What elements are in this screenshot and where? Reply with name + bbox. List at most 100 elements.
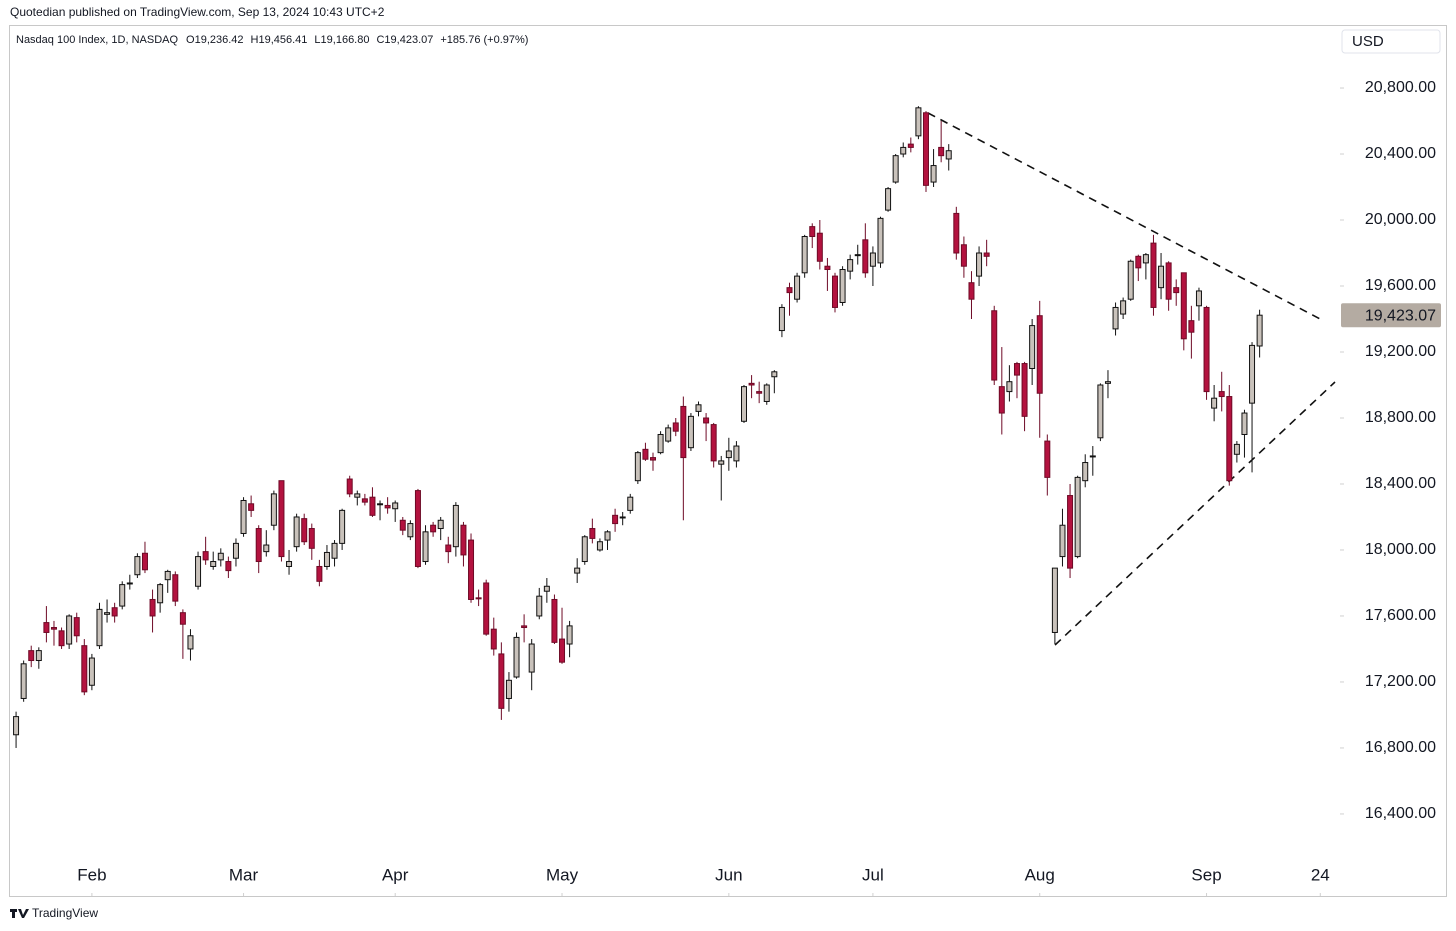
candle-body bbox=[528, 643, 535, 673]
x-tick-label: Aug bbox=[1025, 865, 1055, 884]
candle-body bbox=[619, 516, 626, 519]
candle-body bbox=[1256, 314, 1263, 347]
y-tick-label: 18,400.00 bbox=[1365, 475, 1436, 492]
chart-frame bbox=[9, 25, 1447, 897]
candle-body bbox=[672, 422, 679, 432]
candle-body bbox=[13, 716, 20, 736]
last-price-box bbox=[1341, 303, 1441, 328]
candle-body bbox=[521, 625, 528, 629]
y-tick-label: 20,400.00 bbox=[1365, 145, 1436, 162]
candle-body bbox=[414, 490, 421, 567]
candle-body bbox=[786, 287, 793, 294]
candle-body bbox=[225, 561, 232, 572]
candle-body bbox=[687, 415, 694, 449]
candle-body bbox=[104, 612, 111, 615]
candle-body bbox=[475, 597, 482, 600]
y-tick-label: 18,800.00 bbox=[1365, 409, 1436, 426]
candle-body bbox=[801, 236, 808, 274]
candle-body bbox=[968, 282, 975, 300]
y-tick-label: 19,600.00 bbox=[1365, 277, 1436, 294]
candle-body bbox=[316, 565, 323, 582]
candle-body bbox=[1226, 396, 1233, 482]
ohlc-value: O19,236.42 bbox=[186, 34, 244, 46]
ohlc-value: H19,456.41 bbox=[251, 34, 308, 46]
candle-body bbox=[596, 541, 603, 551]
candle-body bbox=[361, 498, 368, 503]
candle-body bbox=[240, 499, 247, 534]
candle-body bbox=[255, 528, 262, 563]
candle-body bbox=[248, 503, 255, 511]
candle-body bbox=[1135, 255, 1142, 269]
candle-body bbox=[703, 417, 710, 424]
candle-body bbox=[854, 254, 861, 257]
candle-body bbox=[111, 607, 118, 617]
candle-body bbox=[1195, 290, 1202, 307]
candle-body bbox=[725, 450, 732, 459]
candle-body bbox=[430, 524, 437, 533]
candle-body bbox=[445, 544, 452, 553]
candle-body bbox=[1241, 412, 1248, 435]
candle-body bbox=[286, 561, 293, 567]
candle-body bbox=[574, 567, 581, 574]
candle-body bbox=[369, 496, 376, 516]
candle-body bbox=[953, 212, 960, 254]
candle-body bbox=[983, 252, 990, 257]
candle-body bbox=[1203, 306, 1210, 393]
ohlc-value: L19,166.80 bbox=[314, 34, 369, 46]
footer-logo: TradingView bbox=[10, 906, 98, 920]
candle-body bbox=[157, 584, 164, 604]
candle-body bbox=[900, 146, 907, 155]
y-tick-label: 20,800.00 bbox=[1365, 79, 1436, 96]
candle-body bbox=[179, 612, 186, 625]
candle-body bbox=[543, 585, 550, 592]
symbol-title: Nasdaq 100 Index, 1D, NASDAQ bbox=[16, 34, 178, 46]
candle-body bbox=[922, 112, 929, 186]
candle-body bbox=[1165, 262, 1172, 300]
candle-body bbox=[710, 424, 717, 462]
candle-body bbox=[73, 617, 80, 637]
currency-box[interactable] bbox=[1341, 29, 1441, 54]
candle-body bbox=[665, 427, 672, 442]
candle-body bbox=[293, 516, 300, 548]
candle-body bbox=[377, 503, 384, 506]
x-tick-label: May bbox=[546, 865, 579, 884]
candle-body bbox=[892, 155, 899, 183]
candle-body bbox=[331, 542, 338, 559]
candle-body bbox=[566, 625, 573, 645]
candle-body bbox=[452, 504, 459, 548]
candle-body bbox=[134, 556, 141, 576]
candle-body bbox=[1104, 381, 1111, 384]
candle-body bbox=[1089, 455, 1096, 458]
candle-body bbox=[270, 493, 277, 526]
candle-body bbox=[1233, 443, 1240, 455]
candle-body bbox=[862, 239, 869, 274]
candle-body bbox=[938, 146, 945, 157]
candle-body bbox=[58, 630, 65, 647]
candles bbox=[13, 106, 1263, 748]
candle-body bbox=[976, 252, 983, 277]
candle-body bbox=[991, 310, 998, 381]
x-tick-label: Sep bbox=[1191, 865, 1221, 884]
candle-body bbox=[831, 275, 838, 308]
candle-body bbox=[460, 524, 467, 556]
candle-body bbox=[96, 608, 103, 647]
candle-body bbox=[505, 679, 512, 699]
candle-body bbox=[119, 584, 126, 607]
candle-body bbox=[490, 628, 497, 650]
trend-line-lower bbox=[1054, 381, 1336, 646]
candle-body bbox=[733, 445, 740, 462]
candle-body bbox=[1067, 495, 1074, 569]
candle-body bbox=[741, 386, 748, 422]
candle-body bbox=[354, 493, 361, 498]
candle-body bbox=[88, 657, 95, 686]
candle-body bbox=[756, 391, 763, 394]
ohlc-value: +185.76 (+0.97%) bbox=[440, 34, 528, 46]
candle-body bbox=[1173, 287, 1180, 294]
legend-line: Nasdaq 100 Index, 1D, NASDAQ O19,236.42 H… bbox=[16, 34, 528, 46]
candle-body bbox=[1029, 325, 1036, 369]
candle-body bbox=[695, 404, 702, 412]
y-tick-label: 17,600.00 bbox=[1365, 607, 1436, 624]
x-tick-label: Jun bbox=[715, 865, 742, 884]
candle-body bbox=[498, 653, 505, 709]
candle-body bbox=[1082, 462, 1089, 482]
